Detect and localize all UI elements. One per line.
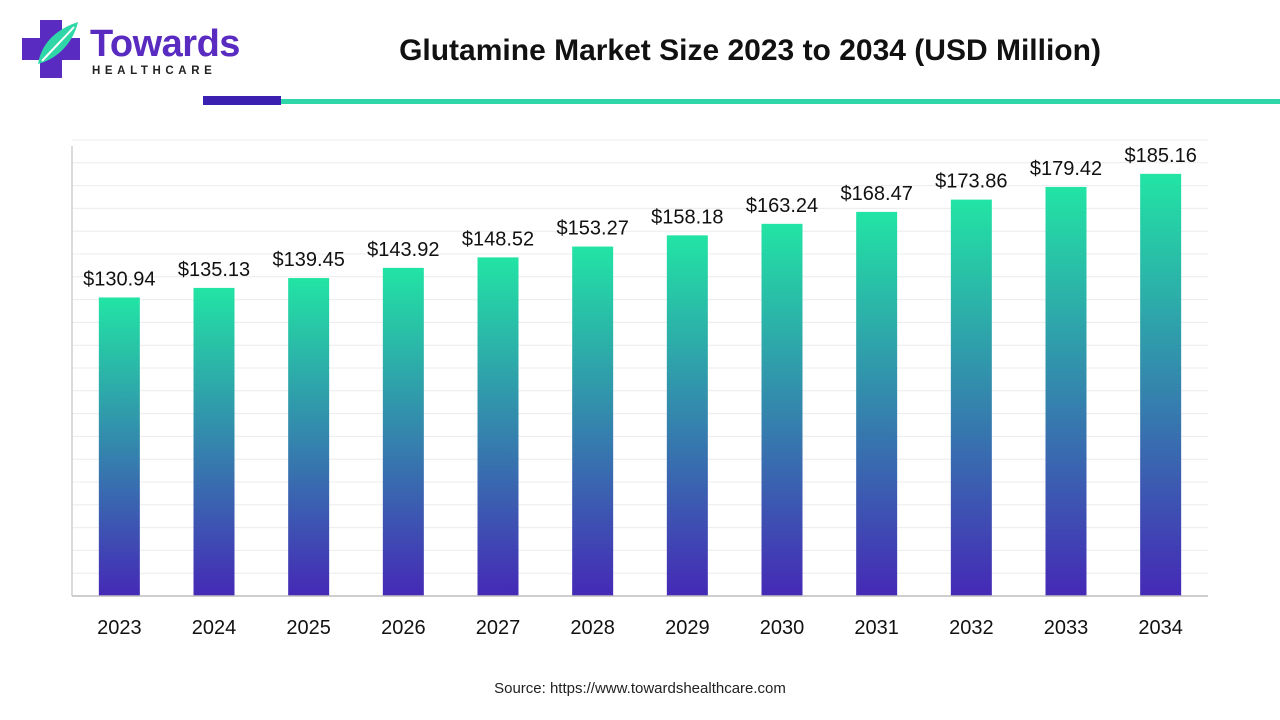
title-underline-dark [203,96,281,105]
medical-cross-icon [22,20,80,78]
bar-2025 [288,278,330,596]
data-label-2028: $153.27 [557,218,629,240]
bar-2033 [1045,186,1087,596]
x-tick-label-2026: 2026 [381,617,426,639]
data-label-2023: $130.94 [83,268,155,290]
data-label-2030: $163.24 [746,195,818,217]
bar-2031 [856,211,898,596]
x-tick-label-2033: 2033 [1044,617,1089,639]
title-underline-light [281,99,1280,104]
brand-subtitle: HEALTHCARE [92,65,217,77]
bar-2023 [98,297,140,596]
data-label-2033: $179.42 [1030,158,1102,180]
bar-2027 [477,257,519,596]
x-tick-label-2025: 2025 [286,617,331,639]
x-tick-label-2023: 2023 [97,617,142,639]
x-tick-label-2024: 2024 [192,617,237,639]
x-tick-label-2027: 2027 [476,617,521,639]
data-label-2029: $158.18 [651,206,723,228]
x-tick-label-2028: 2028 [570,617,615,639]
bar-2030 [761,223,803,596]
bar-2024 [193,287,235,596]
data-label-2027: $148.52 [462,228,534,250]
x-tick-label-2031: 2031 [854,617,899,639]
data-label-2031: $168.47 [841,183,913,205]
data-label-2026: $143.92 [367,239,439,261]
x-tick-label-2034: 2034 [1138,617,1183,639]
bar-2034 [1140,173,1182,596]
bar-2029 [666,235,708,596]
brand-name: Towards [90,23,240,65]
data-label-2034: $185.16 [1125,145,1197,167]
data-label-2025: $139.45 [273,249,345,271]
bar-2026 [382,267,424,596]
bar-2032 [950,199,992,597]
x-tick-label-2030: 2030 [760,617,805,639]
bar-2028 [572,246,614,596]
x-tick-label-2029: 2029 [665,617,710,639]
data-label-2032: $173.86 [935,171,1007,193]
x-tick-label-2032: 2032 [949,617,994,639]
source-text: Source: https://www.towardshealthcare.co… [494,680,786,697]
chart-title: Glutamine Market Size 2023 to 2034 (USD … [399,34,1101,67]
brand-logo: Towards HEALTHCARE [20,18,240,82]
data-label-2024: $135.13 [178,259,250,281]
